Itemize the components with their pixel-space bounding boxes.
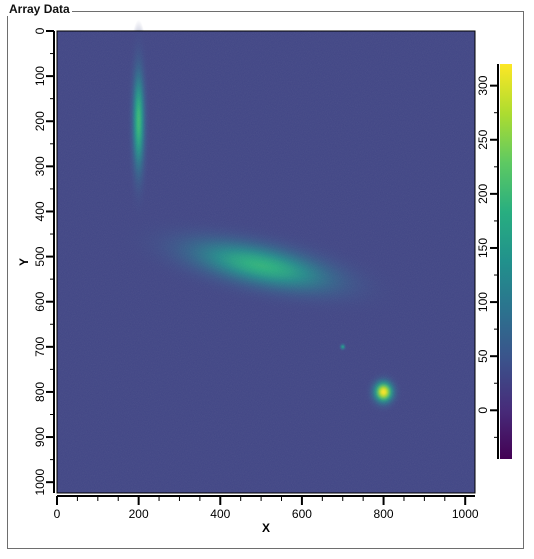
colorbar-tick-label: 300 <box>476 75 490 95</box>
y-axis: 0 100 200 300 400 500 600 700 800 900 1000 <box>33 27 55 496</box>
colorbar-tick-label: 250 <box>476 129 490 149</box>
colorbar-tick-label: 100 <box>476 292 490 312</box>
colorbar-tick-label: 200 <box>476 184 490 204</box>
colorbar-tick-label: 0 <box>476 407 490 414</box>
x-axis: 0 200 400 600 800 1000 <box>54 495 479 521</box>
y-tick-label: 100 <box>33 66 47 86</box>
x-axis-label: X <box>262 521 270 535</box>
y-tick-label: 400 <box>33 201 47 221</box>
y-tick-label: 500 <box>33 246 47 266</box>
y-tick-label: 900 <box>33 427 47 447</box>
x-tick-label: 800 <box>374 507 394 521</box>
group-title: Array Data <box>7 2 72 16</box>
colorbar-axis: 0 50 100 150 200 250 300 <box>476 64 499 459</box>
colorbar-tick-label: 50 <box>476 349 490 363</box>
y-tick-label: 200 <box>33 111 47 131</box>
x-tick-label: 400 <box>210 507 230 521</box>
y-tick-label: 800 <box>33 382 47 402</box>
x-tick-label: 200 <box>129 507 149 521</box>
y-tick-label: 700 <box>33 336 47 356</box>
y-tick-label: 300 <box>33 156 47 176</box>
x-tick-label: 600 <box>292 507 312 521</box>
heatmap-noise <box>57 31 475 493</box>
x-tick-label: 1000 <box>452 507 479 521</box>
y-tick-label: 0 <box>33 27 47 34</box>
colorbar[interactable] <box>500 64 512 459</box>
colorbar-tick-label: 150 <box>476 238 490 258</box>
plot-frame <box>56 30 476 494</box>
y-tick-label: 600 <box>33 291 47 311</box>
array-data-group <box>7 11 524 549</box>
y-axis-label: Y <box>17 258 31 266</box>
y-tick-label: 1000 <box>33 469 47 496</box>
x-tick-label: 0 <box>54 507 61 521</box>
